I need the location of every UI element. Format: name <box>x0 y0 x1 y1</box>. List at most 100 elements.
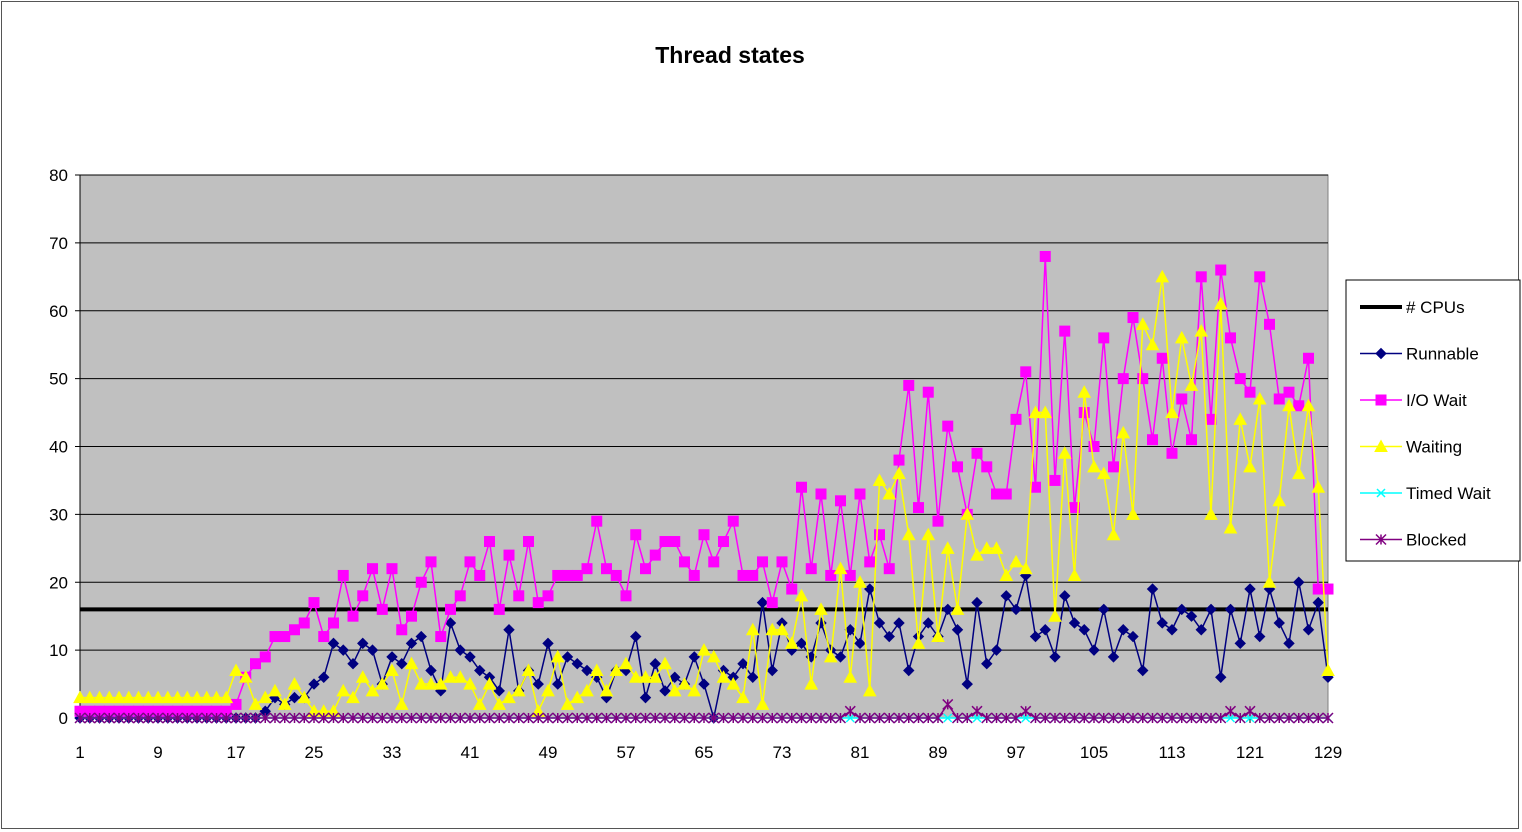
data-point <box>1078 624 1090 636</box>
data-point <box>1088 441 1100 452</box>
data-point <box>433 677 448 690</box>
data-point <box>981 657 993 670</box>
data-point <box>815 488 827 500</box>
data-point <box>1224 705 1237 717</box>
data-point <box>191 712 203 724</box>
data-point <box>425 556 437 568</box>
data-point <box>425 664 437 677</box>
data-point <box>386 651 398 663</box>
data-point <box>541 683 555 697</box>
data-point <box>474 712 486 724</box>
data-point <box>464 712 476 724</box>
data-point <box>160 690 175 704</box>
data-point <box>834 712 847 724</box>
data-point <box>425 712 437 724</box>
data-point <box>532 678 544 690</box>
data-point <box>142 712 154 724</box>
data-point <box>502 690 516 704</box>
data-point <box>454 590 466 602</box>
data-point <box>961 712 973 724</box>
data-point <box>482 677 497 690</box>
x-tick-label: 97 <box>1007 743 1026 762</box>
data-point <box>444 712 457 724</box>
data-point <box>747 569 759 581</box>
data-point <box>298 617 310 629</box>
data-point <box>1049 712 1061 724</box>
data-point <box>1000 712 1012 724</box>
data-point <box>716 670 731 683</box>
x-tick-label: 41 <box>461 743 480 762</box>
data-point <box>435 712 447 724</box>
data-point <box>901 527 916 541</box>
data-point <box>219 690 234 704</box>
data-point <box>1254 271 1266 283</box>
data-point <box>1145 337 1160 351</box>
data-point <box>708 712 720 724</box>
data-point <box>561 651 574 663</box>
data-point <box>406 610 417 622</box>
data-point <box>843 670 858 683</box>
data-point <box>1234 712 1246 724</box>
data-point <box>638 670 653 683</box>
data-point <box>355 670 370 683</box>
data-point <box>932 515 944 527</box>
data-point <box>357 637 369 650</box>
data-point <box>1137 712 1149 724</box>
legend-box <box>1345 279 1521 562</box>
data-point <box>981 461 993 473</box>
data-point <box>600 712 613 724</box>
legend-label: I/O Wait <box>1406 391 1467 410</box>
data-point <box>737 712 749 724</box>
data-point <box>922 712 934 724</box>
data-point <box>1186 434 1197 446</box>
data-point <box>971 447 983 459</box>
data-point <box>151 690 165 704</box>
data-point <box>1116 425 1131 439</box>
data-point <box>1204 507 1218 520</box>
y-tick-label: 0 <box>59 709 68 728</box>
data-point <box>1283 712 1295 724</box>
data-point <box>404 656 419 670</box>
data-point <box>1021 713 1031 723</box>
data-point <box>745 622 760 636</box>
data-point <box>454 712 466 724</box>
data-point <box>269 631 281 643</box>
data-point <box>989 541 1004 554</box>
data-point <box>484 536 495 548</box>
data-point <box>170 690 185 704</box>
data-point <box>511 683 526 697</box>
data-point <box>492 697 507 710</box>
data-point <box>1020 705 1032 717</box>
data-point <box>1312 583 1324 595</box>
data-point <box>405 712 418 724</box>
data-point <box>199 690 214 704</box>
data-point <box>552 678 564 690</box>
data-point <box>405 637 418 650</box>
data-point <box>581 664 593 677</box>
data-point <box>1234 637 1246 650</box>
data-point <box>269 712 281 724</box>
data-point <box>415 630 427 643</box>
data-point <box>357 712 369 724</box>
data-point <box>835 495 846 507</box>
data-point <box>971 596 983 609</box>
data-point <box>141 690 156 704</box>
data-point <box>620 590 632 602</box>
data-point <box>503 624 515 636</box>
data-point <box>550 649 565 663</box>
data-point <box>961 678 973 690</box>
x-axis: 1 9 17 25 33 41 49 57 65 73 81 89 97 105 113 121 129 <box>75 717 1342 762</box>
data-point <box>92 690 107 704</box>
data-point <box>1264 318 1275 330</box>
legend-entry: Timed Wait <box>1360 484 1491 503</box>
data-point <box>912 712 925 724</box>
data-point <box>620 712 632 724</box>
data-point <box>921 527 936 541</box>
data-point <box>678 712 691 724</box>
data-point <box>1273 712 1285 724</box>
data-point <box>766 597 778 609</box>
data-point <box>1135 317 1150 330</box>
y-tick-label: 10 <box>49 641 68 660</box>
data-point <box>581 563 593 575</box>
data-point <box>796 481 807 493</box>
